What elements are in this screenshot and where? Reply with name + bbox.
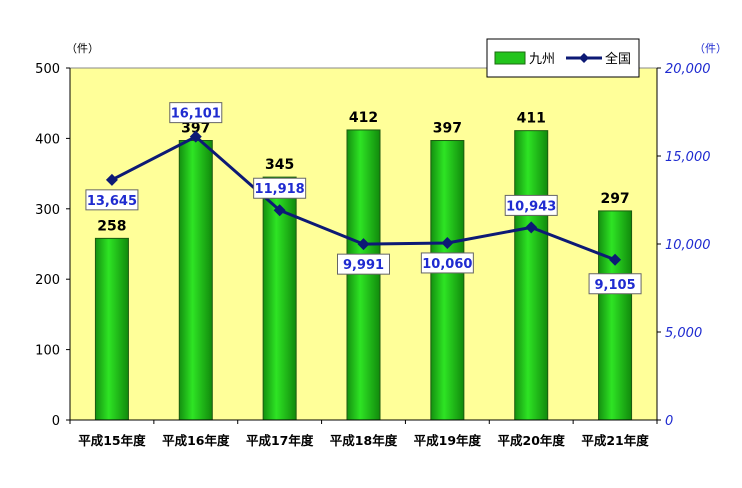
- bar: [346, 129, 381, 421]
- bar: [598, 210, 633, 421]
- left-tick-label: 500: [35, 62, 60, 77]
- x-tick-label: 平成16年度: [162, 433, 230, 448]
- bar-value-label: 345: [265, 157, 294, 173]
- line-point: [525, 221, 538, 234]
- x-tick-label: 平成21年度: [581, 433, 649, 448]
- line-label-box: [420, 252, 474, 274]
- x-tick-label: 平成15年度: [78, 433, 146, 448]
- line-point: [273, 204, 286, 217]
- line-value-label: 11,918: [255, 182, 305, 197]
- bar-value-label: 397: [433, 121, 462, 137]
- line-value-label: 10,943: [506, 199, 556, 214]
- bar: [178, 140, 213, 421]
- bar: [94, 237, 129, 421]
- legend-bar-label: 九州: [529, 52, 555, 67]
- line-value-label: 13,645: [87, 194, 137, 209]
- bar-value-label: 297: [600, 191, 629, 207]
- bar: [262, 176, 297, 421]
- bar-value-label: 258: [97, 218, 126, 234]
- left-tick-label: 400: [35, 132, 60, 147]
- legend-line-label: 全国: [605, 51, 631, 67]
- line-label-box: [588, 273, 642, 295]
- line-label-box: [85, 189, 139, 211]
- line-point: [357, 238, 370, 251]
- bar-series: 258 397 345 412 397 411 297: [94, 110, 633, 421]
- left-tick-label: 200: [35, 273, 60, 288]
- left-tick-label: 0: [52, 414, 60, 429]
- line-point: [441, 236, 454, 249]
- right-tick-label: 5,000: [665, 326, 702, 341]
- left-axis-unit: （件）: [66, 42, 99, 55]
- axes: 0 100 200 300 400 500 0 5,000 10,000 15,000 20,000…: [35, 62, 710, 448]
- bar: [514, 130, 549, 421]
- line-label-box: [337, 253, 390, 275]
- x-tick-label: 平成18年度: [330, 433, 398, 448]
- left-tick-label: 300: [35, 203, 60, 218]
- line-label-box: [169, 102, 223, 124]
- legend-bar-swatch: [494, 51, 526, 65]
- bar-value-label: 397: [181, 121, 210, 137]
- line-series: 13,645 16,101 11,918 9,991 10,060 10,943 9,105: [85, 102, 642, 295]
- right-tick-label: 0: [665, 414, 673, 429]
- line-label-box: [253, 177, 307, 199]
- bar-value-label: 412: [349, 110, 378, 126]
- line-point: [105, 173, 118, 186]
- line-point: [609, 253, 622, 266]
- legend-diamond-marker: [579, 53, 589, 63]
- line-point: [189, 130, 202, 143]
- line-value-label: 9,105: [595, 278, 636, 293]
- bar: [430, 140, 465, 421]
- right-tick-label: 15,000: [665, 150, 711, 165]
- line-value-label: 16,101: [171, 107, 221, 122]
- right-tick-label: 20,000: [665, 62, 711, 77]
- right-axis-unit: （件）: [694, 42, 727, 55]
- left-tick-label: 100: [35, 344, 60, 359]
- right-tick-label: 10,000: [665, 238, 711, 253]
- bar-value-label: 411: [517, 111, 546, 127]
- x-tick-label: 平成19年度: [414, 433, 482, 448]
- line-value-label: 9,991: [343, 258, 384, 273]
- legend: 九州 全国: [486, 38, 640, 78]
- x-tick-label: 平成17年度: [246, 433, 314, 448]
- line-label-box: [504, 194, 558, 216]
- line-value-label: 10,060: [422, 257, 472, 272]
- x-tick-label: 平成20年度: [498, 433, 566, 448]
